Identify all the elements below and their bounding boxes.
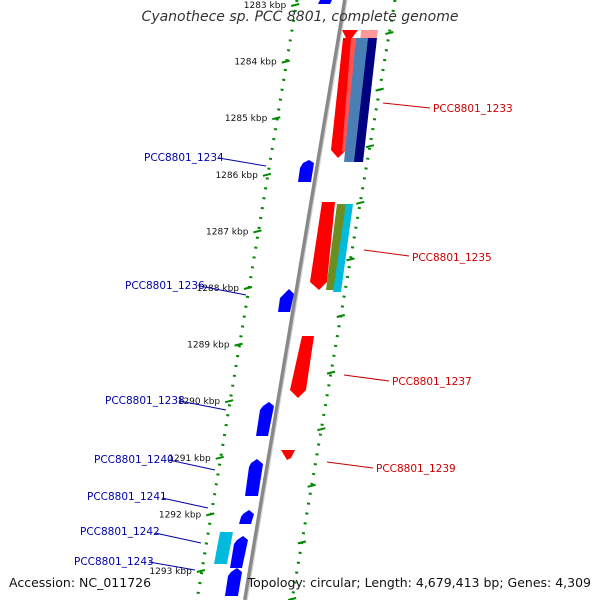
ruler-tick-labels: 1283 kbp 1284 kbp 1285 kbp 1286 kbp 1287 kbp…	[149, 1, 286, 577]
outer-ruler-tick	[355, 200, 365, 205]
gene-feature-top-red	[342, 30, 358, 38]
ruler-tick-label: 1287 kbp	[206, 227, 249, 237]
gene-label-1236: PCC8801_1236	[125, 280, 205, 292]
gene-labels: PCC8801_1233 PCC8801_1235 PCC8801_1237 P…	[74, 103, 513, 568]
ruler-tick	[215, 455, 224, 460]
gene-label-1241: PCC8801_1241	[87, 491, 167, 503]
genome-backbone-shade	[246, 0, 348, 601]
gene-feature-1233-steel	[344, 38, 368, 162]
gene-feature-1240	[245, 459, 263, 496]
leader-1239	[326, 461, 374, 469]
gene-feature-1235-red	[310, 202, 335, 290]
ruler-tick-label: 1289 kbp	[187, 341, 230, 351]
genome-summary-text: Topology: circular; Length: 4,679,413 bp…	[247, 575, 591, 590]
leader-1237	[343, 374, 390, 382]
ruler-tick	[224, 399, 234, 404]
ruler-tick	[206, 512, 215, 517]
ruler-tick-label: 1292 kbp	[159, 510, 202, 520]
ruler-tick-label: 1288 kbp	[197, 284, 240, 294]
gene-feature-top-blue	[318, 0, 332, 4]
outer-ruler-tick	[326, 370, 336, 375]
ruler-tick	[196, 569, 206, 573]
leader-1235	[363, 249, 410, 257]
gene-feature-1235-cyan	[333, 204, 353, 292]
outer-ruler-tick	[297, 540, 307, 545]
gene-features	[214, 0, 378, 596]
gene-label-1243: PCC8801_1243	[74, 556, 154, 568]
gene-feature-1236	[278, 289, 294, 312]
outer-ruler-tick	[317, 427, 326, 432]
ruler-tick-label: 1291 kbp	[168, 454, 211, 464]
leader-1241	[161, 497, 209, 509]
ruler-tick-label: 1283 kbp	[244, 1, 287, 11]
gene-label-1237: PCC8801_1237	[392, 376, 472, 388]
map-title: Cyanothece sp. PCC 8801, complete genome	[141, 9, 459, 25]
ruler-tick	[253, 229, 262, 234]
leader-1233	[382, 102, 431, 109]
gene-feature-1242-cyan	[214, 532, 233, 564]
gene-feature-1238	[256, 402, 274, 436]
outer-ruler-tick	[365, 144, 375, 149]
accession-text: Accession: NC_011726	[9, 575, 152, 590]
gene-feature-1235-olive	[326, 204, 346, 290]
leader-1240	[168, 459, 216, 471]
leader-1242	[154, 532, 202, 544]
gene-feature-1239	[281, 450, 295, 460]
ruler-tick-label: 1290 kbp	[178, 397, 221, 407]
outer-ruler-tick	[375, 87, 384, 92]
gene-label-1233: PCC8801_1233	[433, 103, 513, 115]
outer-ruler-tick	[307, 483, 316, 488]
gene-feature-1243	[225, 568, 242, 596]
gene-feature-1242-blue	[230, 536, 248, 568]
ruler-tick	[272, 116, 281, 121]
gene-label-1242: PCC8801_1242	[80, 526, 160, 538]
ruler-tick-label: 1285 kbp	[225, 114, 268, 124]
gene-feature-1234	[298, 160, 314, 182]
outer-ruler-tick	[346, 257, 355, 262]
gene-leader-lines	[148, 102, 431, 571]
inner-ruler-track	[195, 0, 299, 601]
gene-label-1238: PCC8801_1238	[105, 395, 185, 407]
leader-1234	[218, 157, 267, 167]
ruler-tick	[243, 286, 253, 290]
gene-feature-1233-red-light	[342, 38, 356, 152]
ruler-tick	[281, 59, 290, 64]
ruler-tick	[290, 3, 300, 7]
leader-1238	[179, 400, 227, 411]
gene-label-1234: PCC8801_1234	[144, 152, 224, 164]
outer-ruler-tick	[385, 31, 394, 35]
gene-feature-1233-navy	[354, 38, 377, 162]
gene-label-1235: PCC8801_1235	[412, 252, 492, 264]
outer-ruler-tick	[336, 314, 345, 318]
ruler-tick-label: 1293 kbp	[149, 567, 192, 577]
outer-ruler-track	[290, 0, 397, 601]
ruler-tick	[262, 172, 272, 177]
ruler-tick-label: 1284 kbp	[234, 58, 277, 68]
ruler-tick-label: 1286 kbp	[215, 171, 258, 181]
gene-feature-1241	[239, 510, 254, 524]
ruler-tick	[234, 342, 243, 347]
leader-1243	[148, 561, 196, 571]
gene-label-1240: PCC8801_1240	[94, 454, 174, 466]
leader-1236	[199, 285, 247, 296]
gene-label-1239: PCC8801_1239	[376, 463, 456, 475]
genome-backbone	[243, 0, 347, 601]
gene-feature-1237	[290, 336, 314, 398]
